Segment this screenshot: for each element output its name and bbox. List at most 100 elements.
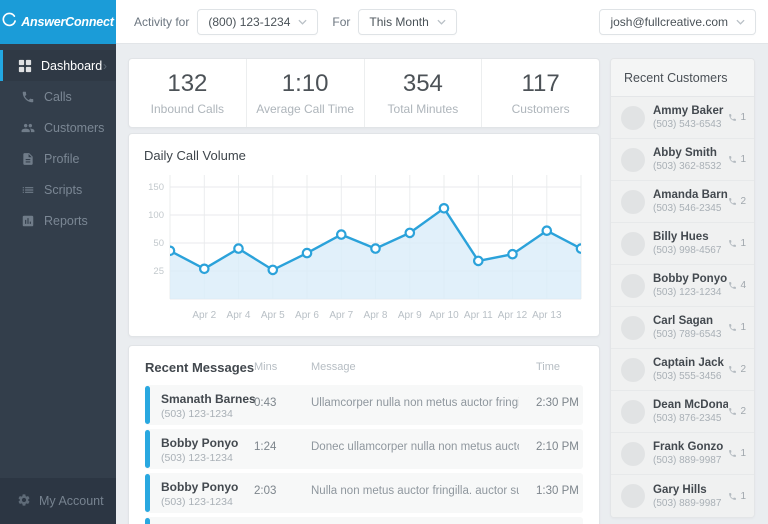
svg-text:Apr 9: Apr 9 — [398, 310, 422, 321]
message-text: Donec ullamcorper nulla non metus auctor… — [311, 441, 519, 453]
customer-row[interactable]: Bobby Ponyo (503) 123-1234 4 — [611, 265, 754, 307]
phone-number-dropdown[interactable]: (800) 123-1234 — [197, 8, 319, 35]
sidebar-item-reports[interactable]: Reports — [0, 205, 116, 236]
logo-swoosh-icon — [2, 12, 17, 32]
customer-row[interactable]: Captain Jack (503) 555-3456 2 — [611, 349, 754, 391]
phone-icon — [728, 239, 737, 248]
message-mins: 0:43 — [254, 397, 277, 409]
message-row-partial[interactable] — [145, 517, 583, 524]
customer-row[interactable]: Ammy Baker (503) 543-6543 1 — [611, 97, 754, 139]
customer-name: Ammy Baker — [653, 105, 724, 117]
period-dropdown[interactable]: This Month — [358, 8, 457, 35]
svg-text:150: 150 — [148, 182, 164, 193]
call-count: 1 — [740, 448, 746, 459]
message-row[interactable]: Smanath Barnes (503) 123-1234 0:43 Ullamcor… — [145, 385, 583, 425]
customer-row[interactable]: Dean McDonald (503) 876-2345 2 — [611, 391, 754, 433]
period-value: This Month — [369, 14, 429, 29]
svg-text:Apr 2: Apr 2 — [192, 310, 216, 321]
customer-row[interactable]: Gary Hills (503) 889-9987 1 — [611, 475, 754, 517]
call-count: 2 — [740, 364, 746, 375]
stat-customers: 117 Customers — [482, 59, 599, 127]
customer-info: Bobby Ponyo (503) 123-1234 — [653, 273, 728, 298]
avatar — [621, 189, 645, 214]
sidebar-item-scripts[interactable]: Scripts — [0, 174, 116, 205]
customer-row[interactable]: Frank Gonzo (503) 889-9987 1 — [611, 433, 754, 475]
message-mins: 2:03 — [254, 485, 277, 497]
stat-average-call-time: 1:10 Average Call Time — [247, 59, 365, 127]
avatar — [621, 441, 645, 466]
stat-value: 117 — [521, 70, 560, 97]
answerconnect-logo[interactable]: AnswerConnect — [0, 0, 116, 44]
sidebar-item-calls[interactable]: Calls — [0, 81, 116, 112]
svg-text:Apr 6: Apr 6 — [295, 310, 319, 321]
sidebar-item-profile[interactable]: Profile — [0, 143, 116, 174]
svg-text:Apr 13: Apr 13 — [532, 310, 562, 321]
account-email: josh@fullcreative.com — [610, 14, 728, 29]
customer-phone: (503) 889-9987 — [653, 455, 722, 466]
caller-phone: (503) 123-1234 — [161, 496, 233, 508]
message-text: Nulla non metus auctor fringilla. auctor… — [311, 485, 519, 497]
messages-header: Recent Messages Mins Message Time — [145, 359, 583, 381]
stats-summary-card: 132 Inbound Calls 1:10 Average Call Time 354… — [128, 58, 600, 128]
message-row[interactable]: Bobby Ponyo (503) 123-1234 2:03 Nulla non m… — [145, 473, 583, 513]
header-controls: Activity for (800) 123-1234 For This Mon… — [116, 0, 768, 43]
grid-icon — [18, 59, 32, 73]
account-dropdown[interactable]: josh@fullcreative.com — [599, 8, 756, 35]
message-row[interactable]: Bobby Ponyo (503) 123-1234 1:24 Donec ullam… — [145, 429, 583, 469]
svg-text:Apr 7: Apr 7 — [329, 310, 353, 321]
avatar — [621, 105, 645, 130]
customer-phone: (503) 876-2345 — [653, 413, 722, 424]
message-text: Ullamcorper nulla non metus auctor fring… — [311, 397, 519, 409]
stat-label: Average Call Time — [256, 102, 355, 116]
caller-name: Bobby Ponyo — [161, 436, 239, 450]
chart-title: Daily Call Volume — [144, 148, 246, 163]
sidebar-item-customers[interactable]: Customers — [0, 112, 116, 143]
customer-name: Abby Smith — [653, 147, 717, 159]
customer-row[interactable]: Amanda Barnes (503) 546-2345 2 — [611, 181, 754, 223]
message-accent-bar — [145, 474, 150, 512]
chevron-right-icon: › — [103, 58, 107, 73]
phone-icon — [728, 492, 737, 501]
profile-icon — [21, 152, 35, 166]
customer-row[interactable]: Billy Hues (503) 998-4567 1 — [611, 223, 754, 265]
column-header-time: Time — [536, 361, 561, 373]
users-icon — [21, 121, 35, 135]
call-count: 1 — [740, 490, 746, 502]
stat-value: 132 — [167, 70, 208, 97]
phone-icon — [728, 323, 737, 332]
customer-call-count: 1 — [728, 448, 746, 459]
customer-info: Carl Sagan (503) 789-6543 — [653, 315, 728, 340]
customer-call-count: 2 — [728, 364, 746, 375]
stat-inbound-calls: 132 Inbound Calls — [129, 59, 247, 127]
svg-text:25: 25 — [153, 266, 164, 277]
daily-call-volume-chart: 25 50 100 150 Apr 2 Apr 4 Apr 5 Apr 6 Apr 7 Apr 8… — [144, 169, 584, 331]
customer-phone: (503) 543-6543 — [653, 119, 722, 130]
sidebar-item-label: Scripts — [44, 182, 83, 197]
avatar — [621, 147, 645, 172]
my-account-label: My Account — [39, 494, 104, 508]
customer-phone: (503) 555-3456 — [653, 371, 722, 382]
sidebar-item-label: Calls — [44, 89, 72, 104]
customer-phone: (503) 123-1234 — [653, 287, 722, 298]
phone-icon — [728, 449, 737, 458]
customer-phone: (503) 889-9987 — [653, 497, 722, 509]
caller-name: Smanath Barnes — [161, 392, 256, 406]
svg-text:Apr 8: Apr 8 — [364, 310, 388, 321]
svg-text:50: 50 — [153, 238, 164, 249]
message-mins: 1:24 — [254, 441, 277, 453]
call-count: 1 — [740, 154, 746, 165]
phone-icon — [728, 197, 737, 206]
customer-info: Amanda Barnes (503) 546-2345 — [653, 189, 728, 214]
logo-text: AnswerConnect — [21, 15, 114, 29]
caller-phone: (503) 123-1234 — [161, 408, 233, 420]
customer-name: Carl Sagan — [653, 315, 714, 327]
message-caller: Smanath Barnes (503) 123-1234 — [161, 392, 256, 420]
customer-row[interactable]: Carl Sagan (503) 789-6543 1 — [611, 307, 754, 349]
sidebar-item-my-account[interactable]: My Account — [0, 478, 116, 524]
sidebar-item-dashboard[interactable]: Dashboard › — [0, 50, 116, 81]
call-count: 1 — [740, 112, 746, 123]
customer-row[interactable]: Abby Smith (503) 362-8532 1 — [611, 139, 754, 181]
sidebar-item-label: Customers — [44, 120, 105, 135]
column-header-mins: Mins — [254, 361, 278, 373]
phone-icon — [21, 90, 35, 104]
